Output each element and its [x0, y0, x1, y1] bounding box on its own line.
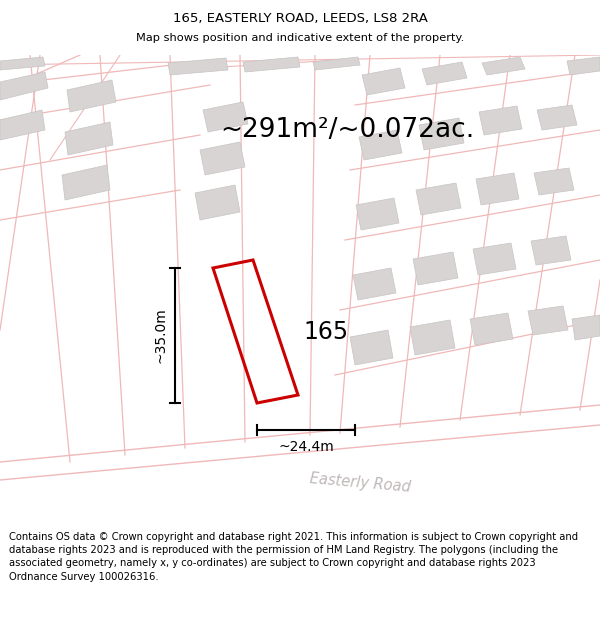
Text: 165: 165: [303, 320, 348, 344]
Polygon shape: [353, 268, 396, 300]
Text: ~24.4m: ~24.4m: [278, 440, 334, 454]
Polygon shape: [243, 57, 300, 72]
Polygon shape: [356, 198, 399, 230]
Polygon shape: [476, 173, 519, 205]
Polygon shape: [473, 243, 516, 275]
Polygon shape: [531, 236, 571, 265]
Polygon shape: [482, 57, 525, 75]
Polygon shape: [567, 57, 600, 75]
Polygon shape: [534, 168, 574, 195]
Polygon shape: [470, 313, 513, 345]
Polygon shape: [416, 183, 461, 215]
Polygon shape: [479, 106, 522, 135]
Polygon shape: [313, 57, 360, 70]
Polygon shape: [203, 102, 248, 132]
Polygon shape: [419, 118, 464, 150]
Polygon shape: [168, 58, 228, 75]
Polygon shape: [537, 105, 577, 130]
Polygon shape: [422, 62, 467, 85]
Text: Easterly Road: Easterly Road: [309, 471, 411, 495]
Text: 165, EASTERLY ROAD, LEEDS, LS8 2RA: 165, EASTERLY ROAD, LEEDS, LS8 2RA: [173, 12, 427, 25]
Polygon shape: [0, 57, 45, 70]
Polygon shape: [0, 110, 45, 140]
Polygon shape: [200, 142, 245, 175]
Polygon shape: [572, 315, 600, 340]
Polygon shape: [413, 252, 458, 285]
Polygon shape: [362, 68, 405, 95]
Polygon shape: [67, 80, 116, 112]
Polygon shape: [410, 320, 455, 355]
Polygon shape: [65, 122, 113, 155]
Polygon shape: [62, 165, 110, 200]
Text: Contains OS data © Crown copyright and database right 2021. This information is : Contains OS data © Crown copyright and d…: [9, 532, 578, 581]
Text: ~291m²/~0.072ac.: ~291m²/~0.072ac.: [220, 117, 474, 143]
Polygon shape: [528, 306, 568, 335]
Text: ~35.0m: ~35.0m: [153, 308, 167, 363]
Polygon shape: [195, 185, 240, 220]
Polygon shape: [0, 72, 48, 100]
Polygon shape: [350, 330, 393, 365]
Text: Map shows position and indicative extent of the property.: Map shows position and indicative extent…: [136, 33, 464, 43]
Polygon shape: [359, 130, 402, 160]
